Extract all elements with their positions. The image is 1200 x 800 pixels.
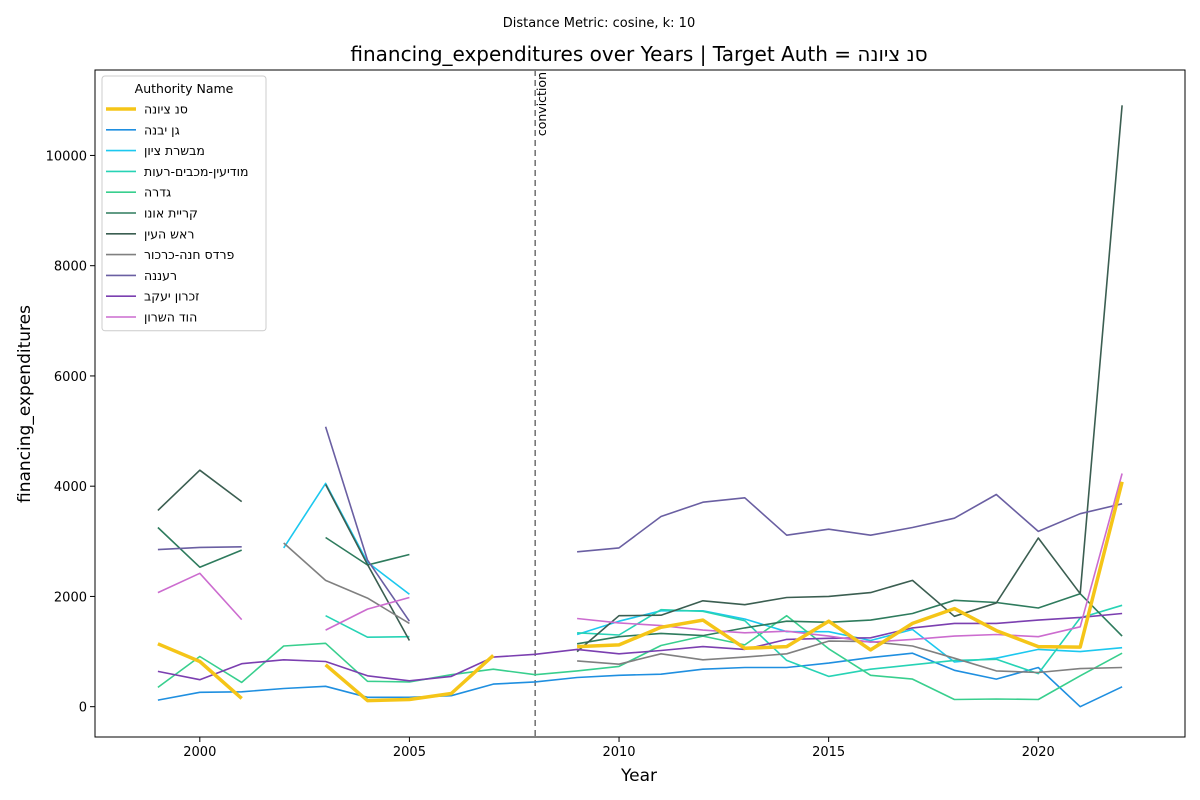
y-tick-label: 8000 [54,260,87,275]
series-line-1 [157,652,1123,708]
legend-box [101,75,267,332]
y-axis-label: financing_expenditures [15,305,35,503]
series-line-9 [157,612,1123,682]
y-tick-label: 6000 [54,370,87,385]
ticks-layer: 2000 2005 2010 2015 2020 0 2000 4000 6000 8000 100… [46,149,1055,760]
legend-label: מבשרת ציון [144,143,205,158]
legend-label: רעננה [144,268,177,283]
legend-label: גן יבנה [144,122,180,137]
x-tick-label: 2005 [393,745,426,760]
legend-title: Authority Name [135,81,234,96]
chart-title: financing_expenditures over Years | Targ… [350,42,927,66]
x-axis-label: Year [620,766,657,786]
series-line-0 [157,481,1124,703]
chart-suptitle: Distance Metric: cosine, k: 10 [503,16,695,31]
x-tick-label: 2020 [1022,745,1055,760]
x-tick-label: 2010 [602,745,635,760]
series-line-7 [283,542,1123,674]
legend-label: זכרון יעקב [144,289,200,304]
legend-label: גדרה [144,185,171,200]
y-tick-label: 10000 [46,149,87,164]
series-layer [157,105,1124,708]
y-tick-label: 4000 [54,480,87,495]
y-tick-label: 0 [79,701,87,716]
series-line-4 [157,614,1123,701]
x-tick-label: 2015 [812,745,845,760]
y-tick-label: 2000 [54,590,87,605]
legend: Authority Name סנ ציונה גן יבנה מבשרת ציון מ… [101,75,267,332]
plot-area: conviction [94,69,1186,738]
x-tick-label: 2000 [183,745,216,760]
legend-label: קריית אונו [144,206,198,221]
conviction-label: conviction [534,72,549,136]
legend-label: מודיעין-מכבים-רעות [144,164,248,179]
legend-label: ראש העין [144,226,194,241]
legend-label: הוד השרון [144,310,197,325]
legend-label: פרדס חנה-כרכור [144,247,235,262]
plot-frame [94,69,1186,738]
legend-label: סנ ציונה [144,102,188,117]
